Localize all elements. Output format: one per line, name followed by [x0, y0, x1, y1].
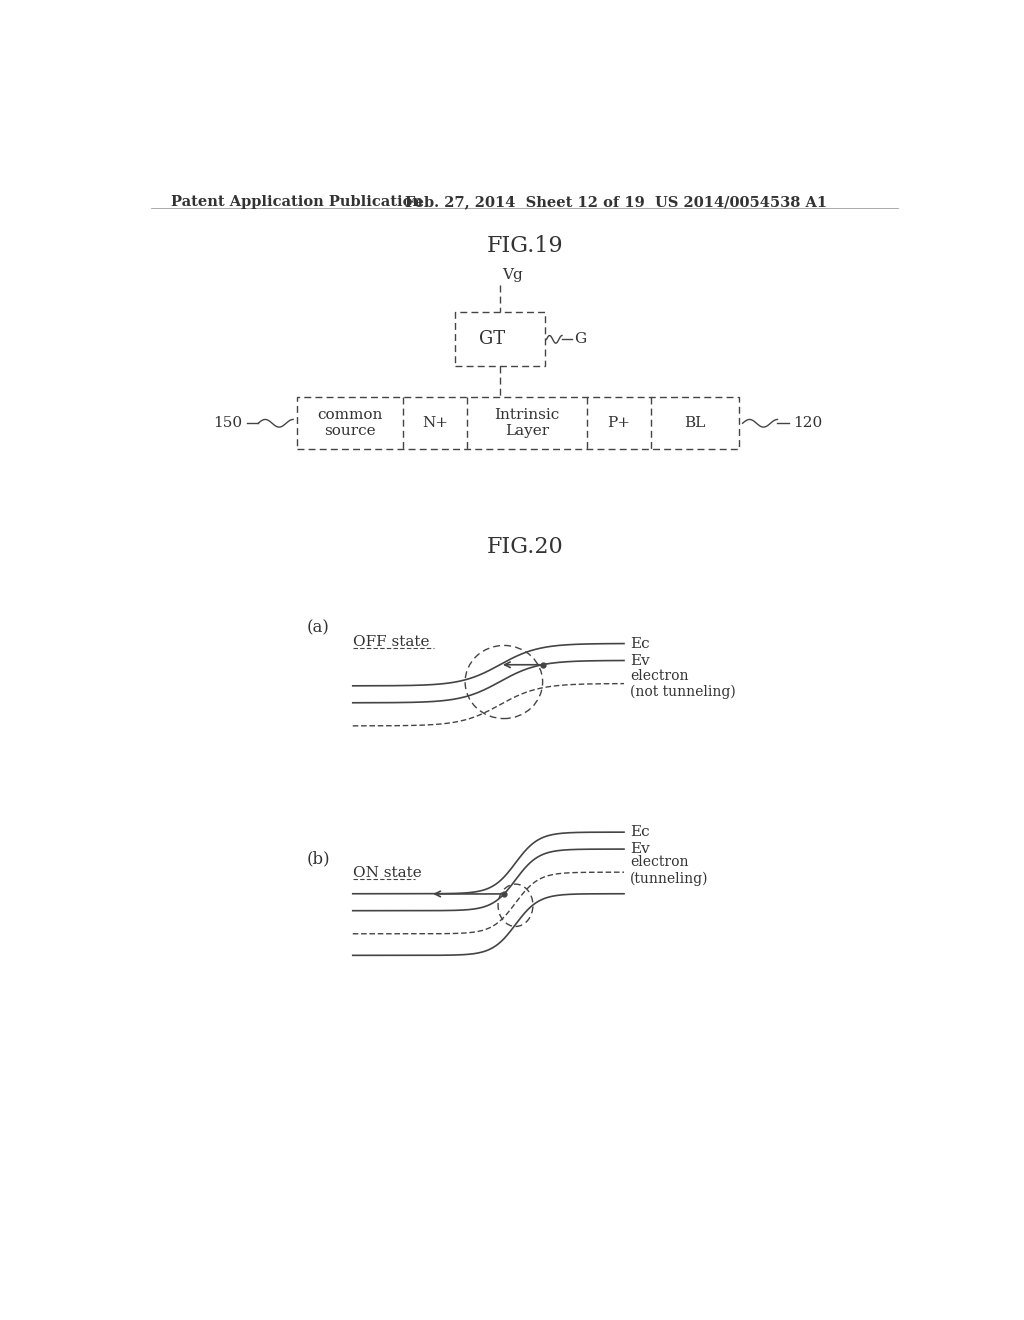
Bar	[455, 313, 545, 367]
Text: (a): (a)	[306, 619, 329, 636]
Text: electron
(not tunneling): electron (not tunneling)	[630, 669, 736, 700]
Text: ON state: ON state	[352, 866, 422, 880]
Text: FIG.20: FIG.20	[486, 536, 563, 557]
Text: FIG.19: FIG.19	[486, 235, 563, 257]
Text: 120: 120	[793, 416, 822, 430]
Text: Feb. 27, 2014  Sheet 12 of 19: Feb. 27, 2014 Sheet 12 of 19	[406, 195, 645, 210]
Text: P+: P+	[607, 416, 631, 430]
Text: Ev: Ev	[630, 842, 650, 857]
Text: Ec: Ec	[630, 825, 650, 840]
Text: Intrinsic
Layer: Intrinsic Layer	[495, 408, 560, 438]
Text: Vg: Vg	[503, 268, 523, 281]
Text: Ec: Ec	[630, 636, 650, 651]
Text: GT: GT	[479, 330, 505, 348]
Text: Patent Application Publication: Patent Application Publication	[171, 195, 423, 210]
Text: Ev: Ev	[630, 653, 650, 668]
Text: electron
(tunneling): electron (tunneling)	[630, 855, 709, 886]
Text: OFF state: OFF state	[352, 635, 429, 649]
Text: (b): (b)	[306, 850, 330, 867]
Text: N+: N+	[422, 416, 447, 430]
Text: G: G	[574, 333, 587, 346]
Text: 150: 150	[214, 416, 243, 430]
Bar	[297, 397, 738, 449]
Text: BL: BL	[684, 416, 706, 430]
Text: US 2014/0054538 A1: US 2014/0054538 A1	[655, 195, 827, 210]
Text: common
source: common source	[317, 408, 383, 438]
